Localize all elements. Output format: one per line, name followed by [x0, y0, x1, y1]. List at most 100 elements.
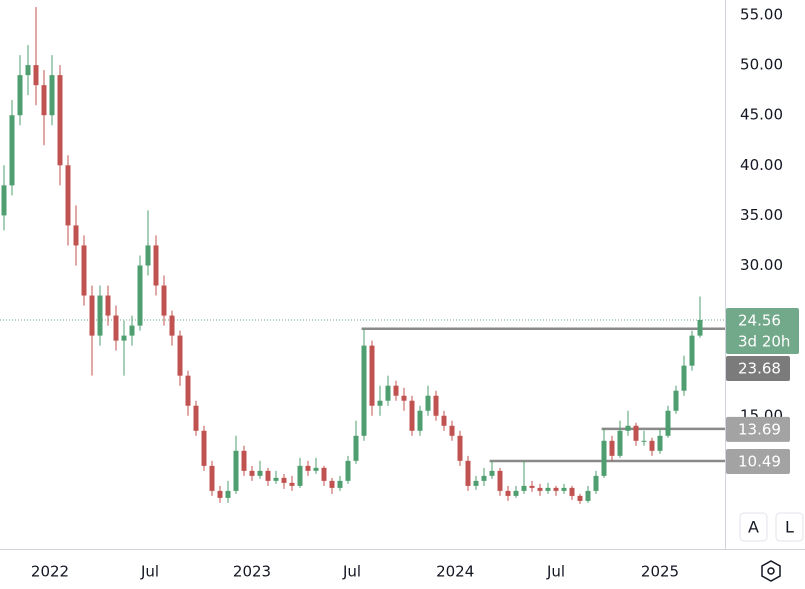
- candle-body: [137, 265, 143, 326]
- candle-body: [417, 410, 423, 431]
- candle-body: [513, 490, 519, 496]
- candle-body: [249, 470, 255, 476]
- candle-body: [433, 395, 439, 416]
- candle-body: [57, 75, 63, 166]
- candle-body: [353, 435, 359, 461]
- x-tick-label: 2024: [436, 563, 474, 581]
- y-tick-label: 35.00: [740, 206, 783, 224]
- candle-body: [305, 465, 311, 471]
- candle-body: [161, 285, 167, 316]
- candle-body: [553, 487, 559, 491]
- candle-body: [521, 485, 527, 491]
- candle-body: [329, 480, 335, 488]
- candle-body: [337, 480, 343, 488]
- candle-body: [65, 165, 71, 226]
- button-bg[interactable]: [739, 512, 768, 542]
- candle-body: [193, 405, 199, 431]
- candle-body: [121, 335, 127, 341]
- last-price-label: 24.56: [738, 311, 781, 329]
- x-tick-label: Jul: [140, 563, 159, 581]
- candle-body: [17, 75, 23, 116]
- candle-body: [41, 85, 47, 116]
- candle-body: [1, 185, 7, 216]
- candle-body: [665, 410, 671, 436]
- candle-body: [113, 315, 119, 341]
- level-label-bg: [726, 416, 790, 442]
- y-tick-label: 55.00: [740, 6, 783, 24]
- candle-body: [369, 345, 375, 406]
- candle-body: [217, 490, 223, 498]
- level-label-bg: [726, 355, 790, 381]
- x-tick-label: Jul: [342, 563, 361, 581]
- candle-body: [89, 295, 95, 336]
- button-bg[interactable]: [775, 512, 804, 542]
- candle-body: [209, 465, 215, 491]
- candle-body: [561, 487, 567, 491]
- candle-body: [105, 295, 111, 316]
- candle-body: [657, 435, 663, 451]
- settings-icon[interactable]: [761, 560, 781, 582]
- candle-body: [465, 460, 471, 486]
- candle-body: [481, 475, 487, 481]
- candle-body: [289, 482, 295, 486]
- candle-body: [473, 480, 479, 486]
- last-price-label-bg: [726, 307, 799, 354]
- candle-body: [545, 487, 551, 491]
- candle-body: [345, 460, 351, 481]
- candle-body: [377, 400, 383, 406]
- candle-body: [225, 490, 231, 498]
- candle-body: [617, 430, 623, 456]
- candle-body: [177, 335, 183, 376]
- x-tick-label: 2022: [31, 563, 69, 581]
- candle-body: [681, 365, 687, 391]
- candle-body: [281, 477, 287, 483]
- candle-body: [97, 295, 103, 336]
- level-label-bg: [726, 448, 790, 474]
- candle-body: [697, 319, 703, 336]
- candle-body: [361, 345, 367, 436]
- candle-body: [489, 470, 495, 476]
- candle-body: [25, 65, 31, 76]
- button[interactable]: L: [785, 518, 794, 537]
- candle-body: [257, 470, 263, 476]
- candle-body: [625, 425, 631, 431]
- candle-body: [593, 475, 599, 491]
- candle-body: [449, 425, 455, 436]
- candle-body: [601, 440, 607, 476]
- level-label: 13.69: [738, 420, 781, 438]
- level-label: 10.49: [738, 452, 781, 470]
- candle-body: [689, 335, 695, 366]
- candle-body: [401, 395, 407, 401]
- x-tick-label: 2023: [233, 563, 271, 581]
- candle-body: [641, 440, 647, 442]
- candle-body: [497, 470, 503, 491]
- button[interactable]: A: [748, 518, 759, 537]
- candle-body: [529, 485, 535, 488]
- candle-body: [265, 470, 271, 481]
- candle-body: [153, 245, 159, 286]
- level-label: 23.68: [738, 359, 781, 377]
- candle-body: [241, 450, 247, 471]
- candle-body: [233, 450, 239, 491]
- candle-body: [297, 465, 303, 486]
- candle-body: [201, 430, 207, 466]
- countdown-label: 3d 20h: [738, 332, 790, 350]
- x-tick-label: Jul: [546, 563, 565, 581]
- candle-body: [569, 487, 575, 496]
- candle-body: [81, 245, 87, 296]
- candle-body: [49, 75, 55, 116]
- candle-body: [33, 65, 39, 86]
- candle-body: [313, 467, 319, 471]
- candle-body: [185, 375, 191, 406]
- y-tick-label: 45.00: [740, 106, 783, 124]
- candle-body: [577, 495, 583, 501]
- candle-body: [505, 490, 511, 496]
- y-tick-label: 40.00: [740, 156, 783, 174]
- candle-body: [145, 245, 151, 266]
- candle-body: [169, 315, 175, 336]
- candle-body: [585, 490, 591, 501]
- candle-body: [273, 477, 279, 481]
- candle-body: [393, 385, 399, 396]
- candle-body: [321, 467, 327, 481]
